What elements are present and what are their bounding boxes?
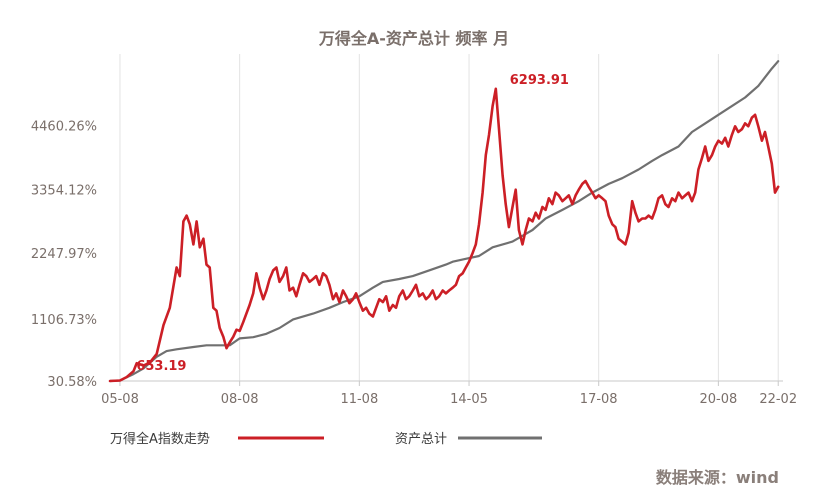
y-tick-label: 3354.12%: [31, 183, 97, 198]
x-tick-label: 05-08: [101, 392, 139, 407]
chart-title: 万得全A-资产总计 频率 月: [318, 29, 509, 48]
series-group: [108, 60, 780, 383]
legend-label-assets: 资产总计: [395, 432, 447, 447]
y-tick-label: 30.58%: [47, 375, 97, 390]
x-tick-label: 20-08: [699, 392, 737, 407]
legend-label-index: 万得全A指数走势: [110, 431, 210, 447]
series-line-assets: [108, 60, 780, 383]
source-label: 数据来源：wind: [656, 468, 779, 487]
x-tick-label: 11-08: [340, 392, 378, 407]
x-tick-label: 22-02: [759, 392, 797, 407]
y-tick-label: 1106.73%: [31, 313, 97, 328]
y-tick-label: 2247.97%: [31, 247, 97, 262]
annotation-peak: 6293.91: [510, 73, 569, 88]
grid: [119, 54, 779, 381]
annotations: 6293.91 653.19: [136, 73, 569, 374]
x-tick-label: 17-08: [580, 392, 618, 407]
annotation-low: 653.19: [136, 359, 186, 374]
series-line-index: [108, 87, 780, 383]
axes: 30.58% 1106.73% 2247.97% 3354.12% 4460.26% 05…: [31, 120, 797, 407]
x-tick-label: 14-05: [450, 392, 488, 407]
y-tick-label: 4460.26%: [31, 120, 97, 135]
x-tick-label: 08-08: [221, 392, 259, 407]
legend: 万得全A指数走势 资产总计: [110, 431, 542, 447]
